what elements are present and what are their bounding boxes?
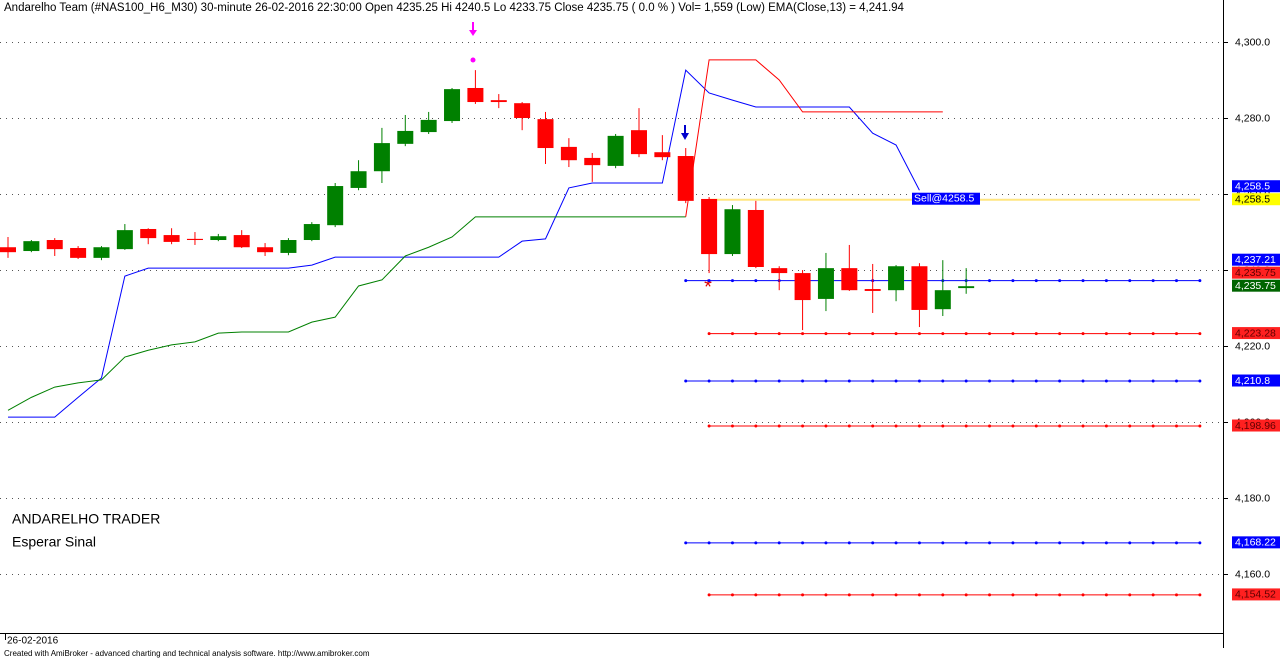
candle-body [537,119,554,149]
signal-star: * [704,276,712,298]
price-label: 4,258.5 [1232,193,1280,206]
price-label-box [1232,536,1280,549]
price-label-box [1232,279,1280,292]
price-label: 4,154.52 [1232,588,1280,601]
candle-body [46,240,63,250]
candle-body [397,130,414,144]
x-label: 26-02-2016 [7,636,59,647]
footer: Created with AmiBroker - advanced charti… [4,649,370,658]
sell-label: Sell@4258.5 [912,193,980,205]
candle-body [280,240,297,253]
candle-body [70,247,87,258]
candle-body [958,286,975,289]
candle-body [864,289,881,291]
price-label: 4,235.75 [1232,266,1280,279]
candle-body [747,209,764,267]
candle-body [934,290,951,310]
price-label-box [1232,180,1280,193]
candle-body [888,266,905,291]
candle-body [701,198,718,255]
price-label-text: 4,210.8 [1235,375,1270,387]
y-tick-label: 4,220.0 [1235,340,1270,352]
candle-body [116,230,133,250]
candle-body [654,152,671,158]
candle-body [560,146,577,161]
candle-body [724,209,741,255]
candle-body [794,273,811,301]
candle-body [23,241,40,252]
price-label: 4,168.22 [1232,536,1280,549]
candle-body [186,238,203,241]
candle-body [490,100,507,103]
candle-body [0,247,16,253]
candle-body [584,157,601,166]
price-label-box [1232,419,1280,432]
candle-body [817,268,834,299]
candle-body [233,235,250,248]
candle-body [677,156,694,201]
indicator-line [7,216,686,411]
candle-body [303,224,320,241]
price-label: 4,258.5 [1232,180,1280,193]
note: ANDARELHO TRADER [12,511,160,527]
note: Esperar Sinal [12,534,96,550]
price-label: 4,223.28 [1232,327,1280,339]
sell-label-text: Sell@4258.5 [914,193,974,205]
candle-body [350,171,367,188]
indicator-line [8,69,920,418]
price-label: 4,235.75 [1232,279,1280,292]
price-label-box [1232,327,1280,340]
price-label-box [1232,253,1280,266]
price-label-text: 4,235.75 [1235,267,1276,279]
candle-body [140,228,157,239]
chart-title: Andarelho Team (#NAS100_H6_M30) 30-minut… [4,2,905,14]
y-tick-label: 4,300.0 [1235,36,1270,48]
candle-body [420,119,437,133]
candle-body [210,236,227,241]
candle-body [163,235,180,242]
price-label-text: 4,168.22 [1235,537,1276,549]
price-label: 4,237.21 [1232,253,1280,266]
price-label-text: 4,154.52 [1235,589,1276,601]
candle-body [607,135,624,166]
price-label-box [1232,588,1280,601]
signal-arrow [681,125,689,140]
candle-body [327,186,344,226]
y-tick-label: 4,160.0 [1235,568,1270,580]
candle-body [467,87,484,103]
price-label-box [1232,374,1280,387]
price-label: 4,198.96 [1232,419,1280,432]
price-label-box [1232,193,1280,206]
candle-body [841,268,858,291]
candle-body [771,268,788,274]
price-label-text: 4,237.21 [1235,254,1276,266]
price-label-text: 4,258.5 [1235,194,1270,206]
candle-body [373,143,390,172]
candle-body [911,266,928,310]
price-label-box [1232,266,1280,279]
sell-arrow [469,22,477,63]
y-tick-label: 4,180.0 [1235,492,1270,504]
price-label: 4,210.8 [1232,374,1280,387]
candle-body [257,247,274,253]
price-label-text: 4,198.96 [1235,420,1276,432]
candle-body [93,247,110,258]
candle-body [444,89,461,122]
price-label-text: 4,223.28 [1235,327,1276,339]
candle-body [630,130,647,155]
y-tick-label: 4,280.0 [1235,112,1270,124]
price-label-text: 4,258.5 [1235,181,1270,193]
price-label-text: 4,235.75 [1235,280,1276,292]
candle-body [514,103,531,119]
sell-label-box [912,192,980,205]
indicator-line [685,59,943,217]
